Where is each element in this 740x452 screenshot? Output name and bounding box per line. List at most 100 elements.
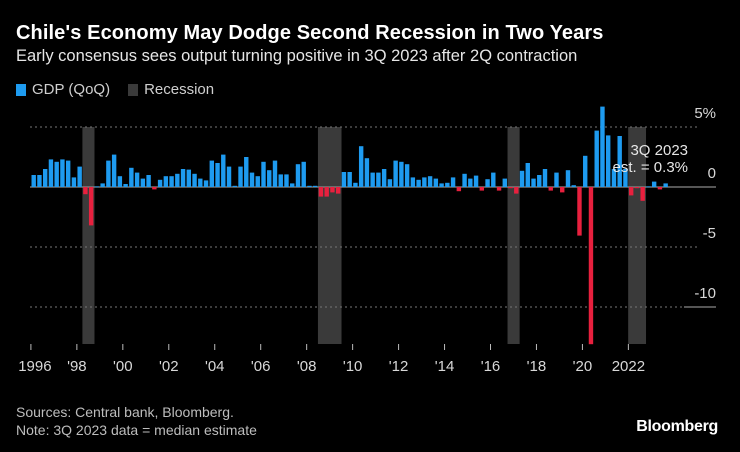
gdp-bar xyxy=(353,182,358,187)
gdp-bar xyxy=(347,172,352,187)
gdp-bar xyxy=(399,161,404,187)
gdp-bar xyxy=(175,173,180,187)
gdp-bar xyxy=(318,187,324,197)
gdp-bar xyxy=(427,176,433,187)
chart-subtitle: Early consensus sees output turning posi… xyxy=(16,47,578,65)
gdp-bar xyxy=(565,170,571,187)
gdp-bar xyxy=(180,169,186,187)
gdp-bar xyxy=(117,176,123,187)
gdp-bar xyxy=(600,106,605,187)
gdp-bar xyxy=(571,185,576,187)
gdp-bar xyxy=(657,187,663,190)
gdp-bar xyxy=(226,166,232,187)
gdp-bar xyxy=(473,175,479,187)
y-tick-label: 0 xyxy=(708,165,716,182)
gdp-bar xyxy=(646,186,651,188)
sources-text: Sources: Central bank, Bloomberg. xyxy=(16,404,234,420)
x-tick-label: '18 xyxy=(527,358,547,375)
recession-band xyxy=(82,127,95,344)
legend-label-gdp: GDP (QoQ) xyxy=(32,81,111,98)
gdp-bar xyxy=(634,187,640,189)
gdp-bar xyxy=(502,178,507,187)
gdp-bar xyxy=(519,170,525,187)
gdp-bar xyxy=(106,160,111,187)
gdp-bar xyxy=(301,161,306,187)
gdp-bar xyxy=(468,178,473,187)
gdp-bar xyxy=(531,178,536,187)
gdp-bar xyxy=(514,187,519,194)
gdp-bar xyxy=(450,177,456,187)
gdp-bar xyxy=(221,154,226,187)
gdp-bar xyxy=(65,160,71,187)
gdp-bar xyxy=(335,187,341,194)
gdp-bar xyxy=(606,135,611,187)
gdp-bar xyxy=(307,185,312,187)
gdp-bar xyxy=(623,169,628,187)
gdp-bar xyxy=(48,159,54,187)
gdp-bar xyxy=(491,172,496,187)
gdp-bar xyxy=(272,160,278,187)
x-tick-label: '06 xyxy=(251,358,271,375)
gdp-bar xyxy=(330,187,335,193)
gdp-bar xyxy=(393,160,398,187)
gdp-bar xyxy=(203,180,209,187)
gdp-bar xyxy=(548,187,553,191)
x-tick-label: 2022 xyxy=(612,358,645,375)
gdp-bar xyxy=(238,166,243,187)
gdp-bar xyxy=(583,155,588,187)
gdp-bar xyxy=(169,176,174,187)
chart-title: Chile's Economy May Dodge Second Recessi… xyxy=(16,22,604,44)
legend: GDP (QoQ) Recession xyxy=(16,81,232,98)
gdp-bar xyxy=(278,174,283,187)
gdp-bar xyxy=(542,169,548,187)
x-tick-label: '08 xyxy=(297,358,317,375)
gdp-bar xyxy=(433,178,439,187)
gdp-bar xyxy=(416,179,421,187)
gdp-bar xyxy=(594,130,599,187)
x-tick-label: 1996 xyxy=(18,358,51,375)
gdp-bar xyxy=(387,179,393,187)
gdp-bar xyxy=(577,187,582,236)
x-tick-label: '02 xyxy=(159,358,179,375)
gdp-bar xyxy=(88,187,94,226)
gdp-bar xyxy=(651,181,657,187)
annotation-line1: 3Q 2023 xyxy=(630,142,688,159)
gdp-bar xyxy=(284,174,289,187)
gdp-bar xyxy=(313,185,318,187)
x-tick-label: '98 xyxy=(67,358,87,375)
gdp-bar xyxy=(663,183,668,187)
y-tick-label: -5 xyxy=(703,225,716,242)
gdp-bar xyxy=(60,159,65,187)
gdp-bar xyxy=(198,178,203,187)
gdp-bar xyxy=(617,136,622,187)
gdp-bar xyxy=(439,183,444,187)
gdp-bar xyxy=(157,179,163,187)
gdp-bar xyxy=(376,172,381,187)
gdp-bar xyxy=(244,157,249,187)
gdp-bar xyxy=(404,164,410,187)
gdp-bar xyxy=(232,185,237,187)
x-tick-label: '04 xyxy=(205,358,225,375)
note-text: Note: 3Q 2023 data = median estimate xyxy=(16,422,257,438)
gdp-bar xyxy=(370,172,375,187)
gdp-bar xyxy=(152,187,157,190)
gdp-bar xyxy=(324,187,329,197)
x-tick-label: '14 xyxy=(435,358,455,375)
gdp-bar xyxy=(255,176,260,187)
recession-band xyxy=(507,127,520,344)
gdp-bar xyxy=(364,158,370,187)
gdp-bar xyxy=(134,172,140,187)
gdp-bar xyxy=(588,187,594,345)
gdp-bar xyxy=(215,163,220,187)
gdp-bar xyxy=(129,167,134,187)
x-tick-label: '10 xyxy=(343,358,363,375)
gdp-bar xyxy=(381,169,387,187)
gdp-bar xyxy=(410,177,416,187)
gdp-bar xyxy=(508,187,513,189)
gdp-bar xyxy=(94,186,100,188)
gdp-bar xyxy=(42,169,48,187)
gdp-bar xyxy=(249,172,255,187)
gdp-bar xyxy=(295,164,301,187)
gdp-bar xyxy=(209,160,214,187)
gdp-bar xyxy=(123,184,128,187)
